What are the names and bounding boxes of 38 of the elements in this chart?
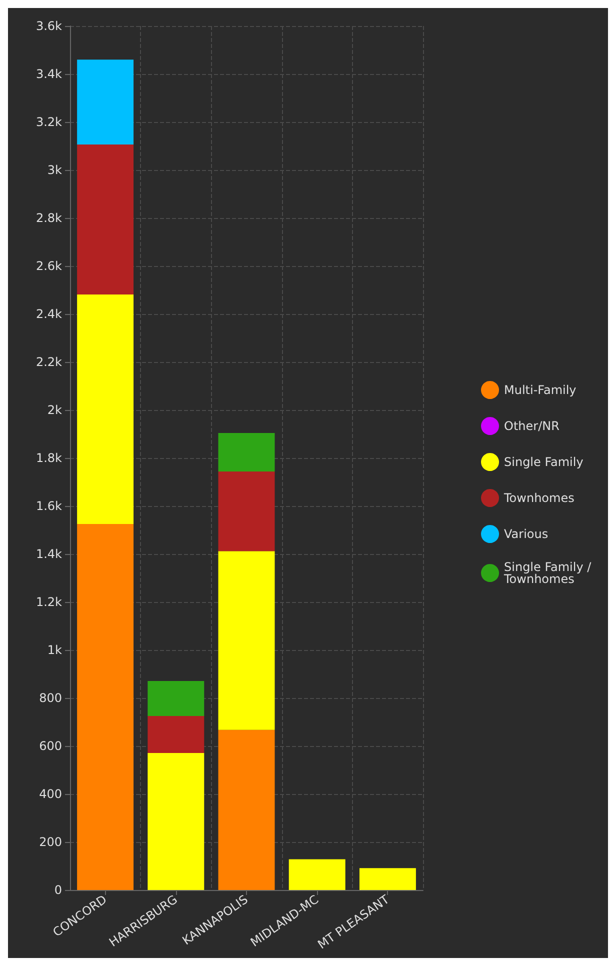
legend-label: Various: [504, 527, 548, 541]
y-tick-label: 2.8k: [36, 211, 62, 225]
bar: [77, 524, 134, 890]
bar: [77, 144, 134, 295]
bar: [77, 294, 134, 524]
y-tick-label: 1.6k: [36, 499, 62, 513]
y-tick-label: 1k: [47, 643, 62, 657]
y-tick-label: 1.4k: [36, 547, 62, 561]
y-tick-label: 800: [39, 691, 62, 705]
legend-label: Other/NR: [504, 419, 560, 433]
bar: [148, 716, 204, 753]
y-tick-label: 200: [39, 835, 62, 849]
legend-label: Multi-Family: [504, 383, 576, 397]
bar: [218, 433, 275, 472]
y-tick-label: 0: [54, 883, 62, 897]
y-tick-label: 2.6k: [36, 259, 62, 273]
y-tick-label: 3.6k: [36, 19, 62, 33]
bar: [77, 60, 134, 145]
bar: [218, 471, 275, 552]
bar: [218, 730, 275, 890]
legend-label: Townhomes: [503, 491, 574, 505]
y-tick-label: 1.8k: [36, 451, 62, 465]
y-tick-label: 1.2k: [36, 595, 62, 609]
bar: [148, 752, 204, 890]
legend-label: Single Family / Townhomes: [503, 560, 596, 586]
bar: [218, 551, 275, 730]
y-tick-label: 2.4k: [36, 307, 62, 321]
y-tick-label: 3.2k: [36, 115, 62, 129]
bar: [359, 868, 416, 890]
y-tick-label: 3k: [47, 163, 62, 177]
bar: [148, 680, 204, 716]
legend-label: Single Family: [504, 455, 584, 469]
y-tick-label: 3.4k: [36, 67, 62, 81]
y-tick-label: 2.2k: [36, 355, 62, 369]
bar: [288, 859, 346, 890]
y-tick-label: 2k: [47, 403, 62, 417]
y-tick-label: 400: [39, 787, 62, 801]
y-tick-label: 600: [39, 739, 62, 753]
